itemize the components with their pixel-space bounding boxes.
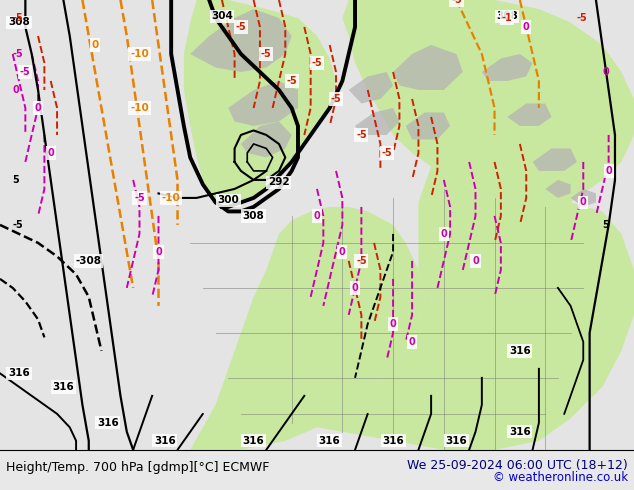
Polygon shape (342, 0, 634, 207)
Polygon shape (355, 108, 399, 135)
Text: 316: 316 (509, 427, 531, 437)
Text: 300: 300 (217, 195, 239, 205)
Text: 0: 0 (605, 166, 612, 176)
Text: 292: 292 (268, 177, 290, 187)
Polygon shape (190, 207, 425, 450)
Text: -5: -5 (382, 148, 392, 158)
Text: 0: 0 (48, 148, 54, 158)
Text: 0: 0 (602, 67, 609, 77)
Text: 0: 0 (35, 103, 41, 113)
Text: -5: -5 (13, 220, 23, 230)
Text: 316: 316 (446, 436, 467, 446)
Text: 0: 0 (580, 197, 586, 207)
Text: 316: 316 (243, 436, 264, 446)
Text: 0: 0 (523, 22, 529, 32)
Text: -308: -308 (75, 256, 102, 266)
Polygon shape (482, 54, 533, 81)
Polygon shape (190, 9, 292, 72)
Text: 0: 0 (472, 256, 479, 266)
Polygon shape (406, 113, 450, 140)
Text: © weatheronline.co.uk: © weatheronline.co.uk (493, 471, 628, 484)
Text: 0: 0 (390, 319, 396, 329)
Text: 5: 5 (602, 220, 609, 230)
Text: -5: -5 (134, 193, 145, 203)
Text: -5: -5 (13, 49, 23, 59)
Text: 316: 316 (8, 368, 30, 378)
Text: We 25-09-2024 06:00 UTC (18+12): We 25-09-2024 06:00 UTC (18+12) (407, 460, 628, 472)
Text: -10: -10 (130, 49, 149, 59)
Text: 0: 0 (13, 85, 20, 95)
Polygon shape (571, 189, 596, 207)
Text: 0: 0 (352, 283, 358, 293)
Text: 0: 0 (91, 40, 99, 50)
Polygon shape (184, 0, 336, 207)
Text: -5: -5 (287, 76, 297, 86)
Polygon shape (533, 148, 577, 171)
Text: -5: -5 (261, 49, 271, 59)
Text: -5: -5 (236, 22, 246, 32)
Text: 304: 304 (211, 11, 233, 21)
Text: 308: 308 (8, 18, 30, 27)
Text: 308: 308 (243, 211, 264, 221)
Text: 316: 316 (319, 436, 340, 446)
Polygon shape (393, 45, 463, 90)
Text: 316: 316 (97, 418, 119, 428)
Polygon shape (349, 72, 393, 103)
Polygon shape (507, 103, 552, 126)
Text: 316: 316 (53, 382, 74, 392)
Text: 316: 316 (382, 436, 404, 446)
Text: -1: -1 (502, 13, 512, 23)
Text: 0: 0 (339, 247, 346, 257)
Text: -5: -5 (331, 94, 341, 104)
Text: 5: 5 (13, 175, 20, 185)
Polygon shape (228, 81, 298, 126)
Text: 0: 0 (314, 211, 320, 221)
Text: 316: 316 (154, 436, 176, 446)
Text: -5: -5 (356, 256, 366, 266)
Polygon shape (241, 122, 292, 157)
Text: -5: -5 (451, 0, 462, 5)
Text: 0: 0 (155, 247, 162, 257)
Text: 0: 0 (441, 229, 447, 239)
Text: -10: -10 (162, 193, 181, 203)
Text: -5: -5 (20, 67, 30, 77)
Text: -5: -5 (13, 13, 23, 23)
Polygon shape (317, 167, 634, 450)
Text: 316: 316 (509, 346, 531, 356)
Text: 0: 0 (409, 337, 415, 347)
Text: -5: -5 (577, 13, 588, 23)
Text: 308: 308 (496, 11, 518, 21)
Text: -5: -5 (312, 58, 322, 68)
Text: -10: -10 (130, 103, 149, 113)
Polygon shape (545, 180, 571, 198)
Text: Height/Temp. 700 hPa [gdmp][°C] ECMWF: Height/Temp. 700 hPa [gdmp][°C] ECMWF (6, 462, 269, 474)
Text: -5: -5 (356, 130, 366, 140)
